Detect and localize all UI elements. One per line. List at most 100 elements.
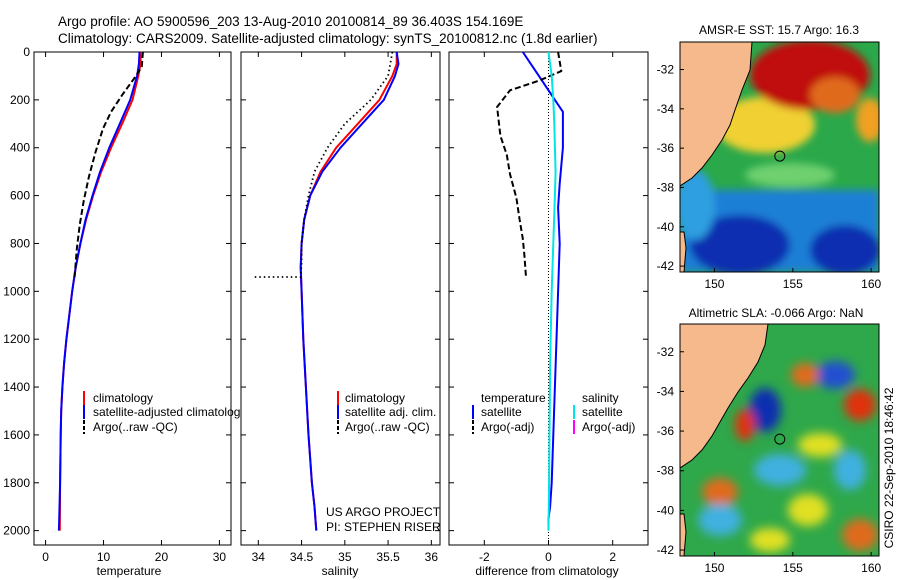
x-tick-label: 2 — [609, 550, 616, 564]
x-tick-label: 30 — [213, 550, 227, 564]
x-tick-label: 20 — [155, 550, 169, 564]
sst-field — [680, 42, 879, 272]
sla-land-tasmania — [680, 513, 687, 556]
sst-mild-band — [745, 163, 835, 187]
legend-label-argo: Argo(..raw -QC) — [345, 420, 430, 434]
sla-map-title: Altimetric SLA: -0.066 Argo: NaN — [689, 306, 864, 320]
map-y-tick-label: -36 — [657, 424, 675, 438]
legend-label-sal-argo: Argo(-adj) — [582, 420, 635, 434]
legend-label-sal-satellite: satellite — [582, 405, 623, 419]
project-line2: PI: STEPHEN RISER — [326, 520, 441, 534]
sst-cool-patch — [680, 170, 715, 240]
map-x-tick-label: 155 — [783, 561, 803, 575]
temperature-series — [57, 51, 144, 531]
map-y-tick-label: -36 — [657, 141, 675, 155]
sla-high-eddy — [702, 478, 738, 506]
sla-mild-patch — [798, 433, 842, 457]
legend-label-satellite: satellite adj. clim. — [345, 405, 436, 419]
map-x-tick-label: 160 — [861, 277, 881, 291]
temperature-xlabel: temperature — [97, 564, 162, 578]
map-y-tick-label: -42 — [657, 259, 675, 273]
legend-label-satellite: satellite-adjusted climatology — [93, 405, 246, 419]
legend-title-temperature: temperature — [481, 391, 546, 405]
salinity-xlabel: salinity — [322, 564, 359, 578]
x-tick-label: 35 — [338, 550, 352, 564]
sst-land-tasmania — [680, 231, 687, 272]
temperature-ticks: 0 10 20 30 0 200 400 600 800 1000 1200 1400 1600 1800… — [3, 45, 231, 564]
sla-low-patch — [754, 454, 806, 486]
map-y-tick-label: -40 — [657, 220, 675, 234]
temperature-panel: 0 10 20 30 0 200 400 600 800 1000 1200 1400 1600 1800… — [3, 45, 246, 578]
sst-map-ticks: 150 155 160 -32 -34 -36 -38 -40 -42 — [657, 63, 882, 291]
map-y-tick-label: -32 — [657, 345, 675, 359]
map-y-tick-label: -38 — [657, 464, 675, 478]
difference-series — [496, 51, 564, 545]
legend-label-argo: Argo(..raw -QC) — [93, 420, 178, 434]
y-tick-label: 200 — [10, 93, 30, 107]
series-line-satellite-adj-clim- — [299, 51, 400, 531]
x-tick-label: 0 — [545, 550, 552, 564]
sla-high-eddy — [791, 363, 819, 387]
x-tick-label: 0 — [42, 550, 49, 564]
series-line-argo-raw-qc- — [254, 51, 394, 278]
map-y-tick-label: -34 — [657, 102, 675, 116]
sla-mild-patch — [788, 494, 828, 526]
difference-ticks: -2 0 2 — [449, 51, 648, 564]
sst-argo-position-marker — [774, 150, 786, 162]
sst-map-title: AMSR-E SST: 15.7 Argo: 16.3 — [699, 23, 859, 37]
sla-high-eddy — [735, 409, 755, 441]
difference-xlabel: difference from climatology — [475, 564, 618, 578]
sla-map-frame — [679, 323, 880, 557]
map-y-tick-label: -40 — [657, 503, 675, 517]
sst-land-coast — [680, 42, 753, 187]
series-line-satellite-adjusted-climatology — [57, 51, 141, 531]
x-tick-label: 10 — [97, 550, 111, 564]
map-x-tick-label: 155 — [783, 277, 803, 291]
sla-low-eddy — [749, 388, 781, 432]
map-y-tick-label: -42 — [657, 543, 675, 557]
temperature-axes-frame — [33, 51, 232, 546]
sla-mild-patch — [750, 528, 790, 552]
sst-cold-patch — [810, 225, 879, 272]
series-line-temperature-argo-adj- — [496, 51, 563, 278]
map-y-tick-label: -32 — [657, 63, 675, 77]
y-tick-label: 1200 — [3, 332, 30, 346]
sla-land-coast — [680, 324, 769, 469]
project-line1: US ARGO PROJECT — [326, 505, 441, 519]
legend-label-temp-satellite: satellite — [481, 405, 522, 419]
map-x-tick-label: 160 — [861, 561, 881, 575]
series-line-salinity-satellite — [547, 51, 557, 531]
y-tick-label: 1800 — [3, 476, 30, 490]
sla-field — [680, 324, 879, 556]
x-tick-label: -2 — [479, 550, 490, 564]
sla-high-eddy — [842, 519, 878, 551]
sst-warm-patch — [810, 77, 860, 113]
difference-panel: -2 0 2 difference from climatology tempera… — [448, 51, 649, 578]
sst-warm-patch — [715, 97, 815, 153]
difference-legend: temperature salinity satellite Argo(-adj… — [472, 391, 635, 434]
legend-title-salinity: salinity — [582, 391, 619, 405]
salinity-series — [254, 51, 400, 531]
sla-low-patch — [834, 450, 866, 490]
sst-map: AMSR-E SST: 15.7 Argo: 16.3 150 155 160 -32… — [657, 23, 882, 291]
legend-label-climatology: climatology — [345, 391, 405, 405]
y-tick-label: 0 — [23, 45, 30, 59]
y-tick-label: 1400 — [3, 380, 30, 394]
x-tick-label: 34 — [252, 550, 266, 564]
y-tick-label: 600 — [10, 189, 30, 203]
sla-map: Altimetric SLA: -0.066 Argo: NaN — [657, 306, 882, 575]
header-line1: Argo profile: AO 5900596_203 13-Aug-2010… — [58, 14, 523, 29]
sla-low-patch — [698, 504, 742, 536]
x-tick-label: 34.5 — [290, 550, 314, 564]
sst-warm-patch — [856, 98, 879, 142]
sla-high-eddy — [844, 389, 876, 421]
map-x-tick-label: 150 — [704, 277, 724, 291]
salinity-panel: 34 34.5 35 35.5 36 salinity climatology sate… — [240, 51, 441, 578]
map-x-tick-label: 150 — [704, 561, 724, 575]
map-y-tick-label: -38 — [657, 180, 675, 194]
side-timestamp-label: CSIRO 22-Sep-2010 18:46:42 — [882, 387, 896, 548]
temperature-legend: climatology satellite-adjusted climatolo… — [83, 391, 246, 434]
legend-label-climatology: climatology — [93, 391, 153, 405]
x-tick-label: 35.5 — [376, 550, 400, 564]
